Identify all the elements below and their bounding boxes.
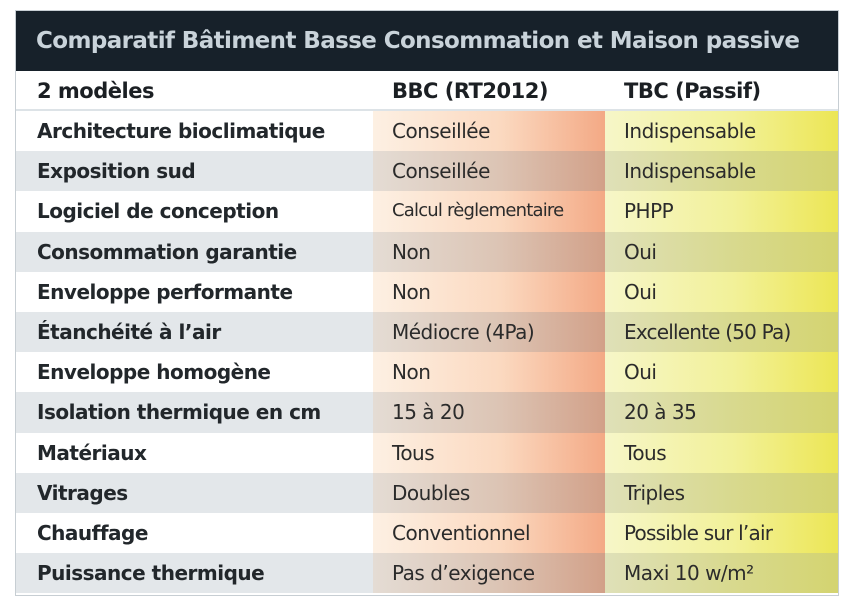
table-row: Isolation thermique en cm 15 à 20 20 à 3…: [16, 392, 838, 433]
table-row: Exposition sud Conseillée Indispensable: [16, 151, 838, 192]
bbc-value: 15 à 20: [373, 392, 605, 433]
table-row: Étanchéité à l’air Médiocre (4Pa) Excell…: [16, 311, 838, 353]
row-label: Enveloppe homogène: [16, 352, 373, 393]
table-row: Enveloppe homogène Non Oui: [16, 352, 838, 393]
tbc-value: PHPP: [605, 191, 838, 232]
bbc-value: Calcul règlementaire: [373, 191, 605, 232]
bbc-value: Conventionnel: [373, 512, 605, 554]
header-tbc: TBC (Passif): [624, 79, 761, 103]
table-row: Enveloppe performante Non Oui: [16, 271, 838, 312]
row-label: Étanchéité à l’air: [16, 311, 373, 353]
row-label: Vitrages: [16, 472, 373, 513]
column-header-row: 2 modèles BBC (RT2012) TBC (Passif): [16, 71, 838, 111]
tbc-value: Maxi 10 w/m²: [605, 553, 838, 594]
header-bbc: BBC (RT2012): [392, 79, 548, 103]
bbc-value: Non: [373, 271, 605, 312]
table-row: Matériaux Tous Tous: [16, 432, 838, 473]
comparison-table: Comparatif Bâtiment Basse Consommation e…: [15, 10, 839, 596]
table-row: Vitrages Doubles Triples: [16, 472, 838, 513]
header-models: 2 modèles: [37, 79, 154, 103]
bbc-value: Conseillée: [373, 151, 605, 192]
tbc-value: Indispensable: [605, 151, 838, 192]
bbc-value: Doubles: [373, 472, 605, 513]
bbc-value: Non: [373, 352, 605, 393]
row-label: Chauffage: [16, 512, 373, 554]
tbc-value: Oui: [605, 231, 838, 272]
table-row: Consommation garantie Non Oui: [16, 231, 838, 272]
table-title: Comparatif Bâtiment Basse Consommation e…: [16, 11, 838, 71]
tbc-value: Triples: [605, 472, 838, 513]
table-row: Architecture bioclimatique Conseillée In…: [16, 111, 838, 152]
tbc-value: 20 à 35: [605, 392, 838, 433]
tbc-value: Excellente (50 Pa): [605, 311, 838, 353]
tbc-value: Oui: [605, 352, 838, 393]
bbc-value: Médiocre (4Pa): [373, 311, 605, 353]
table-row: Logiciel de conception Calcul règlementa…: [16, 191, 838, 232]
tbc-value: Possible sur l’air: [605, 512, 838, 554]
tbc-value: Tous: [605, 432, 838, 473]
table-row: Puissance thermique Pas d’exigence Maxi …: [16, 553, 838, 594]
tbc-value: Oui: [605, 271, 838, 312]
table-body: Architecture bioclimatique Conseillée In…: [16, 111, 838, 594]
bbc-value: Conseillée: [373, 111, 605, 152]
row-label: Isolation thermique en cm: [16, 392, 373, 433]
table-row: Chauffage Conventionnel Possible sur l’a…: [16, 512, 838, 554]
row-label: Puissance thermique: [16, 553, 373, 594]
row-label: Matériaux: [16, 432, 373, 473]
row-label: Enveloppe performante: [16, 271, 373, 312]
bbc-value: Non: [373, 231, 605, 272]
row-label: Architecture bioclimatique: [16, 111, 373, 152]
row-label: Exposition sud: [16, 151, 373, 192]
tbc-value: Indispensable: [605, 111, 838, 152]
row-label: Logiciel de conception: [16, 191, 373, 232]
bbc-value: Pas d’exigence: [373, 553, 605, 594]
bbc-value: Tous: [373, 432, 605, 473]
row-label: Consommation garantie: [16, 231, 373, 272]
